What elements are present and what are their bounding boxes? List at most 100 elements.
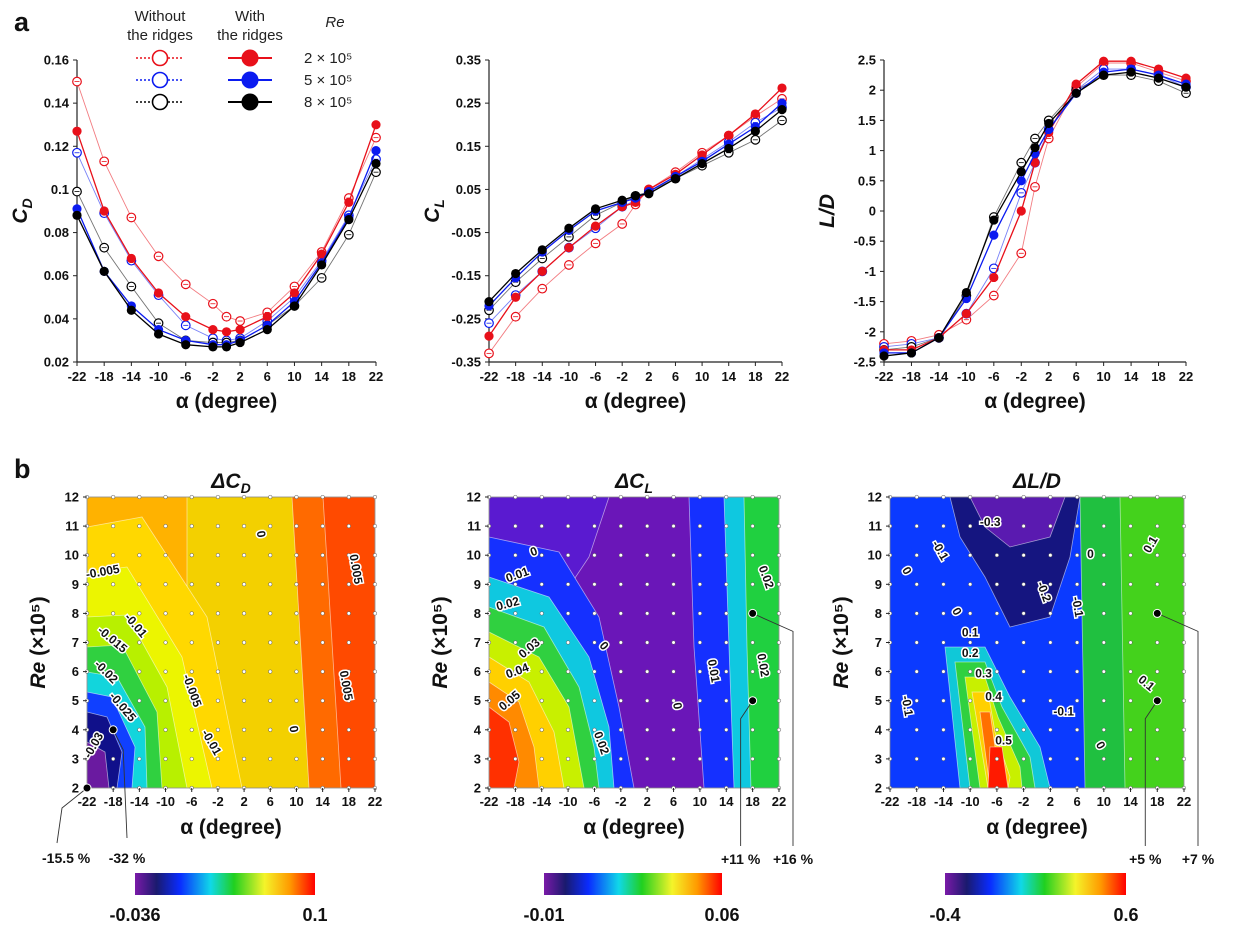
grid-point: [1128, 756, 1133, 761]
grid-point: [645, 727, 650, 732]
grid-point: [750, 494, 755, 500]
grid-point: [268, 669, 273, 674]
data-point: [617, 195, 627, 205]
heatmap-3: -0.3-0.1000.10.20.30.40.5-0.1-0.2-0.1-0.…: [830, 470, 1215, 925]
grid-point: [1128, 669, 1133, 674]
data-point: [511, 292, 521, 302]
data-point: [1099, 70, 1109, 80]
grid-point: [724, 727, 729, 732]
x-tick-label: 18: [745, 794, 759, 809]
data-point: [697, 150, 707, 160]
y-tick-label: 8: [474, 606, 481, 621]
grid-point: [645, 669, 650, 674]
x-tick-label: -22: [875, 369, 894, 384]
grid-point: [671, 756, 676, 761]
grid-point: [968, 727, 973, 732]
y-tick-label: -0.25: [451, 311, 481, 326]
y-tick-label: 5: [474, 693, 481, 708]
grid-point: [215, 756, 220, 761]
grid-point: [994, 524, 999, 529]
grid-point: [294, 669, 299, 674]
x-tick-label: -18: [95, 369, 114, 384]
grid-point: [268, 494, 273, 500]
legend-without-line1: Without: [135, 8, 187, 25]
legend: Without the ridges With the ridges Re 2 …: [127, 8, 352, 111]
grid-point: [1181, 524, 1187, 529]
grid-point: [242, 524, 247, 529]
grid-point: [242, 611, 247, 616]
data-point: [289, 288, 300, 298]
grid-point: [994, 727, 999, 732]
y-axis-label-main: C: [9, 208, 32, 224]
marker-callout-line: [1157, 612, 1199, 846]
series-line: [488, 98, 783, 354]
grid-point: [1101, 727, 1106, 732]
line-chart-2: -0.35-0.25-0.15-0.050.050.150.250.35-22-…: [421, 53, 789, 414]
data-point: [1126, 56, 1136, 66]
grid-point: [1075, 582, 1080, 587]
grid-point: [111, 611, 116, 616]
x-tick-label: -10: [957, 369, 976, 384]
x-tick-label: -10: [156, 794, 175, 809]
marker-callout-line: [752, 612, 794, 846]
data-point: [961, 287, 971, 298]
grid-point: [215, 494, 220, 500]
grid-point: [941, 640, 946, 645]
grid-point: [1101, 494, 1106, 500]
data-point: [99, 206, 109, 216]
grid-point: [539, 553, 544, 558]
y-tick-label: 0.05: [456, 182, 481, 197]
grid-point: [566, 524, 571, 529]
grid-point: [163, 582, 168, 587]
data-point: [262, 312, 272, 322]
grid-point: [1021, 611, 1026, 616]
contour-label: 0.01: [705, 658, 723, 684]
x-tick-label: -22: [480, 794, 499, 809]
grid-point: [215, 582, 220, 587]
grid-point: [618, 611, 623, 616]
grid-point: [697, 611, 702, 616]
grid-point: [539, 524, 544, 529]
y-tick-label: 7: [474, 635, 481, 650]
legend-re-value: 5 × 10⁵: [304, 72, 352, 89]
grid-point: [268, 611, 273, 616]
grid-point: [539, 611, 544, 616]
line-chart-3: -2.5-2-1.5-1-0.500.511.522.5-22 -18 -14 -10…: [816, 53, 1193, 414]
grid-point: [1181, 494, 1187, 500]
grid-point: [914, 582, 919, 587]
y-tick-label: 12: [868, 490, 882, 505]
colorbar-gradient: [945, 873, 1126, 895]
grid-point: [189, 756, 194, 761]
x-tick-label: -10: [559, 794, 578, 809]
grid-point: [914, 756, 919, 761]
contour-label: 0.4: [985, 690, 1002, 704]
grid-point: [242, 640, 247, 645]
x-tick-label: -2: [1018, 794, 1030, 809]
grid-point: [697, 494, 702, 500]
data-point: [235, 325, 245, 335]
grid-point: [137, 698, 142, 703]
grid-point: [372, 669, 378, 674]
contour-label: 0.2: [962, 646, 979, 660]
grid-point: [111, 640, 116, 645]
grid-point: [618, 640, 623, 645]
colorbar-max-label: 0.06: [704, 905, 739, 925]
grid-point: [671, 494, 676, 500]
grid-point: [1048, 669, 1053, 674]
grid-point: [242, 756, 247, 761]
grid-point: [539, 727, 544, 732]
grid-point: [242, 553, 247, 558]
grid-point: [320, 524, 325, 529]
grid-point: [1128, 582, 1133, 587]
y-tick-label: 0: [869, 204, 876, 219]
data-point: [344, 215, 354, 225]
marker-annotation: +5 %: [1129, 851, 1162, 867]
grid-point: [1101, 669, 1106, 674]
heatmap-title-main: ΔL/D: [1012, 470, 1061, 493]
grid-point: [994, 494, 999, 500]
contour-label: -0.1: [1053, 704, 1074, 718]
data-point: [1126, 67, 1136, 77]
data-point: [630, 191, 641, 201]
grid-point: [724, 524, 729, 529]
y-tick-label: 6: [474, 664, 481, 679]
